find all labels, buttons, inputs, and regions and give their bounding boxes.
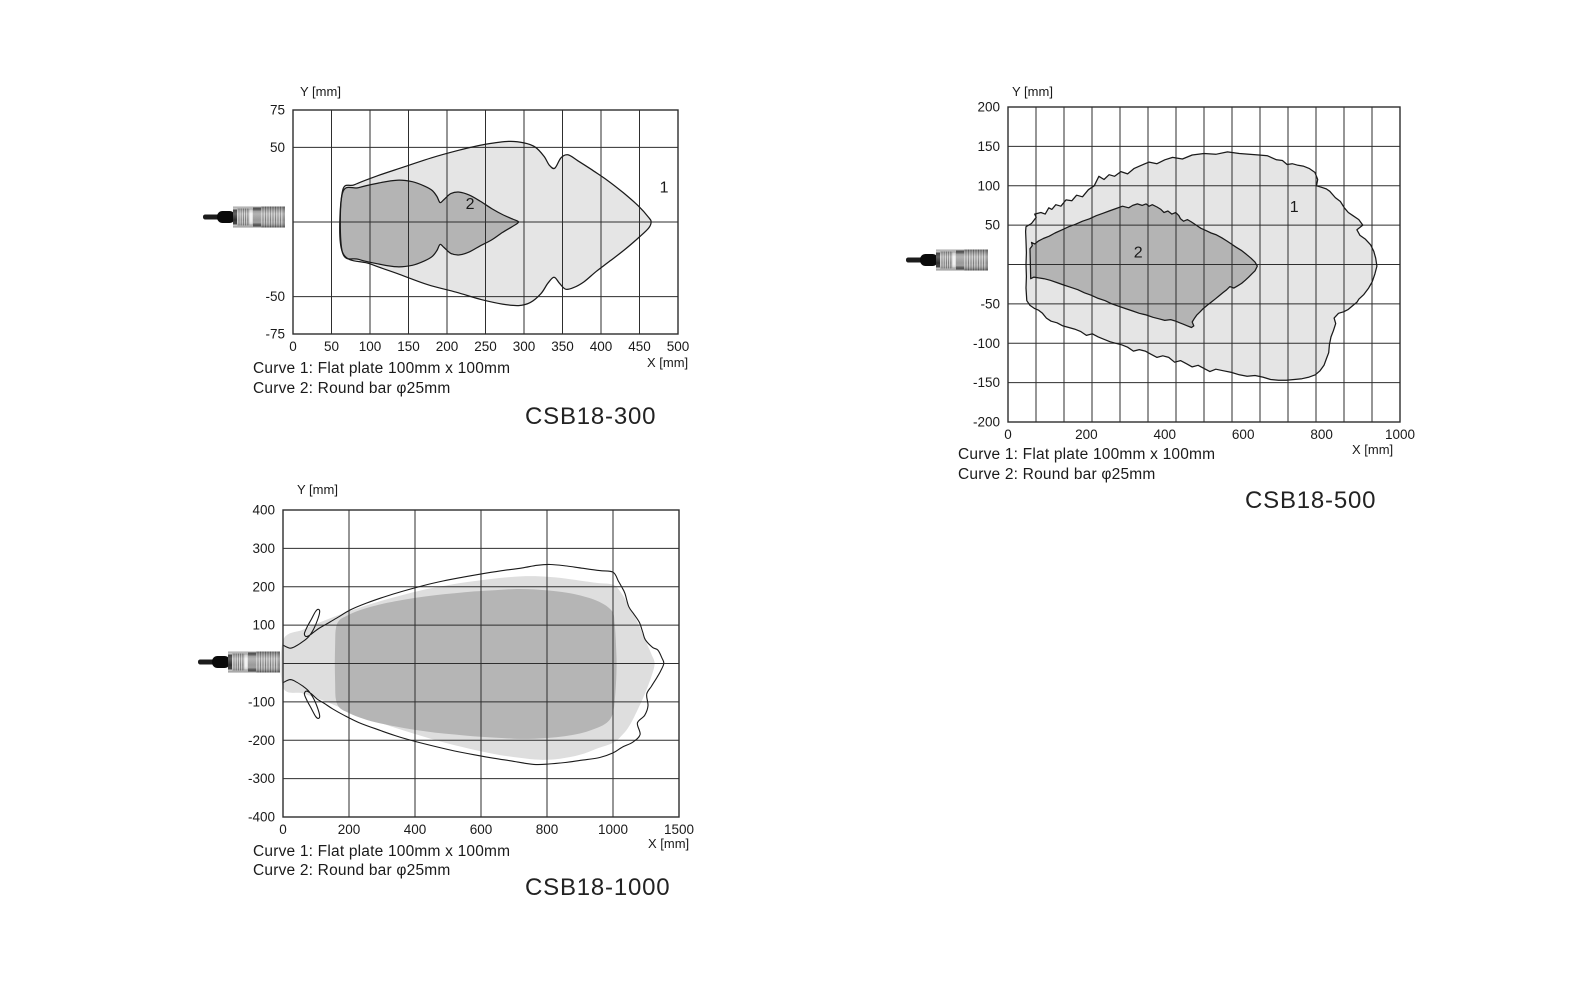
- x-tick-label: 800: [1310, 427, 1333, 442]
- y-tick-label: 100: [977, 178, 1000, 193]
- curve-outline: [1029, 203, 1258, 329]
- y-tick-label: 300: [252, 541, 275, 556]
- x-tick-label: 600: [1232, 427, 1255, 442]
- y-tick-label: -200: [973, 415, 1000, 430]
- x-tick-label: 400: [590, 339, 613, 354]
- beam-pattern-plot-csb18-1000: 0 200 400 600 800 1000 1500 400 300 200 100 -100 -20…: [248, 503, 694, 838]
- x-tick-label: 100: [359, 339, 382, 354]
- y-tick-label: -50: [980, 296, 1000, 311]
- curve1-caption: Curve 1: Flat plate 100mm x 100mm: [253, 843, 511, 860]
- y-tick-label: -200: [248, 733, 275, 748]
- curve2-caption: Curve 2: Round bar φ25mm: [253, 380, 451, 397]
- curve1-caption: Curve 1: Flat plate 100mm x 100mm: [958, 446, 1216, 463]
- y-tick-label: 100: [252, 618, 275, 633]
- x-tick-label: 200: [338, 822, 361, 837]
- curve-outline: [282, 563, 665, 766]
- y-tick-label: 150: [977, 139, 1000, 154]
- model-title: CSB18-300: [525, 403, 657, 430]
- curve2-caption: Curve 2: Round bar φ25mm: [253, 862, 451, 879]
- y-tick-label: -150: [973, 375, 1000, 390]
- y-axis-title: Y [mm]: [300, 84, 341, 99]
- x-tick-label: 500: [667, 339, 690, 354]
- curve1-caption: Curve 1: Flat plate 100mm x 100mm: [253, 360, 511, 377]
- curve-number-label: 1: [660, 180, 669, 197]
- x-tick-label: 400: [1154, 427, 1177, 442]
- beam-pattern-plot-csb18-500: 0 200 400 600 800 1000 200 150 100 50 -50 -100 -150 -…: [973, 100, 1415, 443]
- curve-number-label: 1: [1290, 199, 1299, 216]
- y-tick-label: -100: [973, 336, 1000, 351]
- ultrasonic-sensor-icon: [197, 651, 281, 673]
- x-tick-label: 200: [1075, 427, 1098, 442]
- y-tick-label: 200: [977, 100, 1000, 115]
- x-tick-label: 1000: [1385, 427, 1415, 442]
- curve-outline: [339, 140, 652, 307]
- y-tick-label: 50: [270, 140, 285, 155]
- y-tick-label: -100: [248, 694, 275, 709]
- y-axis-title: Y [mm]: [1012, 84, 1053, 99]
- x-tick-label: 600: [470, 822, 493, 837]
- x-tick-label: 350: [551, 339, 574, 354]
- curve-number-label: 2: [466, 196, 475, 213]
- chart-csb18-300: Y [mm] 0 50 100 150 200 250 300 350 400 450 500 75 5…: [195, 80, 715, 445]
- zone-fill: [1030, 203, 1258, 328]
- y-tick-label: -75: [265, 327, 285, 342]
- x-tick-label: 0: [1004, 427, 1012, 442]
- zone-fill: [340, 180, 519, 267]
- curve-number-label: 2: [1134, 245, 1143, 262]
- ultrasonic-sensor-icon: [905, 249, 989, 271]
- x-tick-label: 450: [628, 339, 651, 354]
- beam-pattern-plot-csb18-300: 0 50 100 150 200 250 300 350 400 450 500 75 50 -50 -75…: [265, 103, 690, 355]
- x-axis-title: X [mm]: [647, 355, 689, 370]
- x-tick-label: 200: [436, 339, 459, 354]
- x-tick-label: 250: [474, 339, 497, 354]
- model-title: CSB18-1000: [525, 874, 671, 901]
- x-tick-label: 50: [324, 339, 339, 354]
- y-tick-label: 400: [252, 503, 275, 518]
- y-tick-label: 50: [985, 218, 1000, 233]
- x-axis-title: X [mm]: [1352, 442, 1394, 457]
- x-tick-label: 400: [404, 822, 427, 837]
- y-tick-label: -50: [265, 289, 285, 304]
- ultrasonic-sensor-icon: [202, 206, 286, 228]
- x-tick-label: 150: [397, 339, 420, 354]
- x-tick-label: 300: [513, 339, 536, 354]
- model-title: CSB18-500: [1245, 487, 1377, 514]
- y-tick-label: 75: [270, 103, 285, 118]
- x-tick-label: 1000: [598, 822, 628, 837]
- plot-border: [292, 109, 679, 335]
- plot-border: [282, 509, 680, 818]
- curve2-caption: Curve 2: Round bar φ25mm: [958, 466, 1156, 483]
- curve-outline: [1024, 151, 1378, 381]
- chart-csb18-500: Y [mm] 0 200 400 600 800 1000 200 150 100 50 -50 -1…: [900, 80, 1440, 525]
- curve-outline: [339, 179, 520, 268]
- x-tick-label: 1500: [664, 822, 694, 837]
- y-tick-label: -300: [248, 771, 275, 786]
- x-tick-label: 800: [536, 822, 559, 837]
- x-axis-title: X [mm]: [648, 836, 690, 851]
- x-tick-label: 0: [289, 339, 297, 354]
- x-tick-label: 0: [279, 822, 287, 837]
- y-axis-title: Y [mm]: [297, 482, 338, 497]
- y-tick-label: 200: [252, 579, 275, 594]
- y-tick-label: -400: [248, 810, 275, 825]
- chart-csb18-1000: Y [mm] 0 200 400 600 800 1000 1500 400 300 200 100…: [190, 478, 730, 920]
- plot-border: [1007, 106, 1401, 423]
